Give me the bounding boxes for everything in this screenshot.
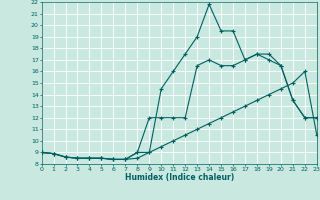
- X-axis label: Humidex (Indice chaleur): Humidex (Indice chaleur): [124, 173, 234, 182]
